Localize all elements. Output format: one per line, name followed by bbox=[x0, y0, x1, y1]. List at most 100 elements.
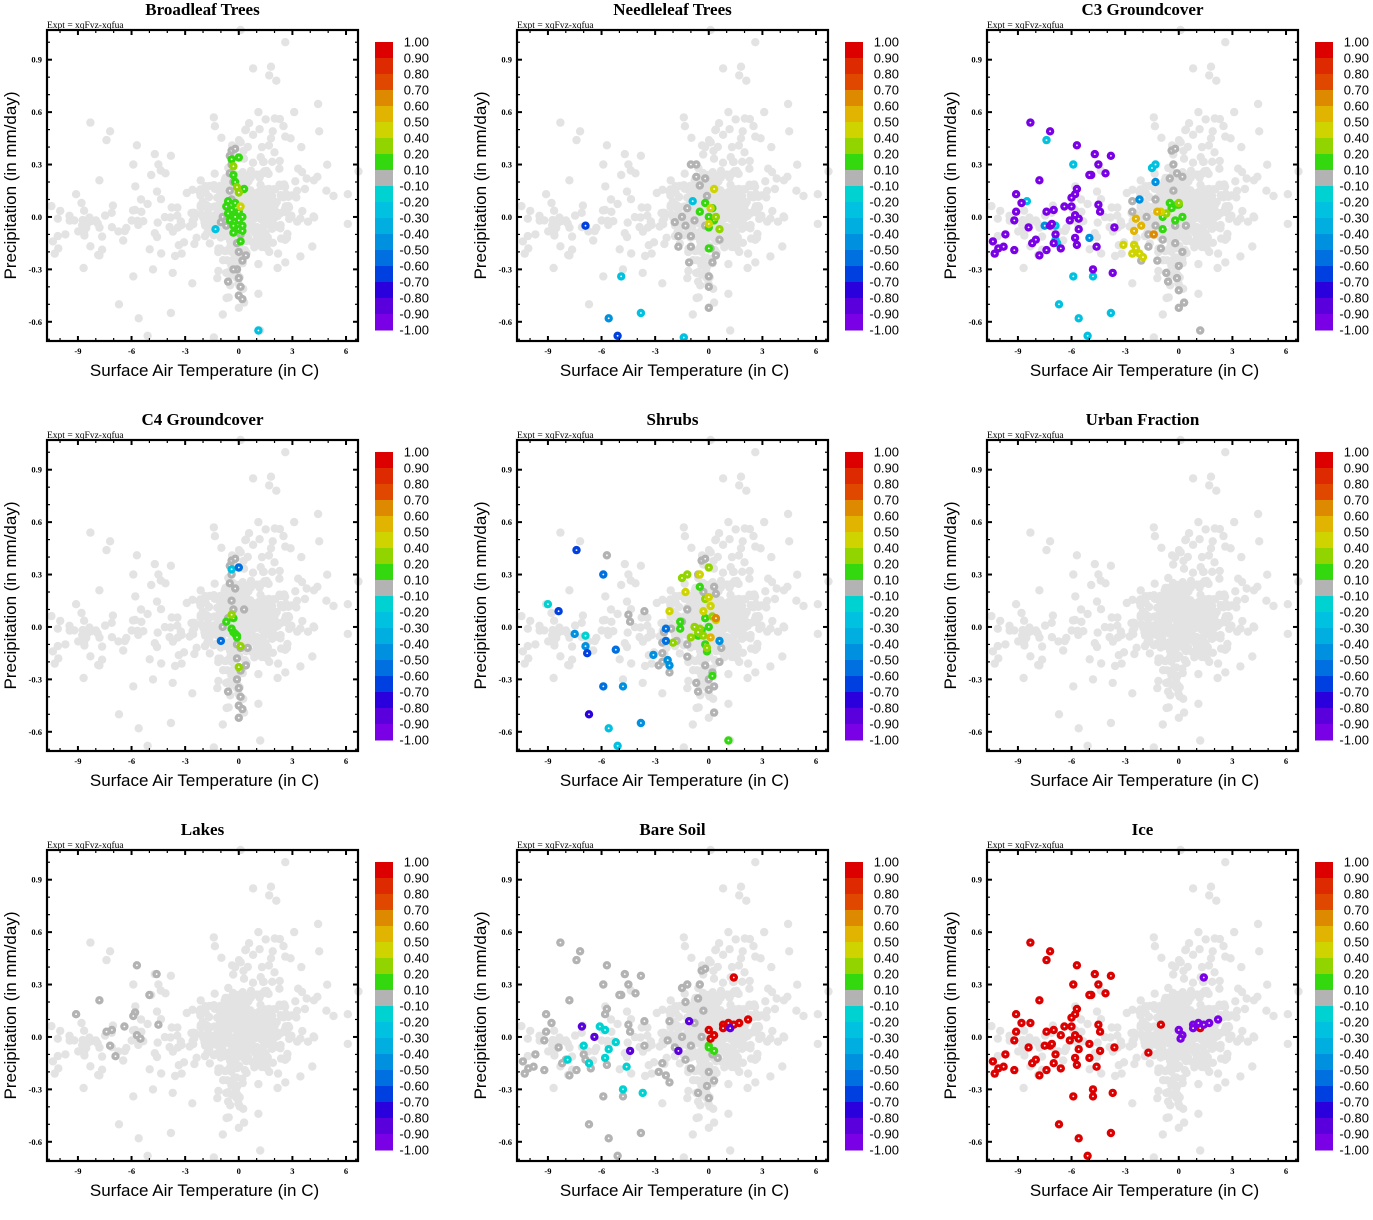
background-point bbox=[153, 187, 161, 195]
data-point-center bbox=[227, 281, 229, 283]
background-point bbox=[621, 639, 629, 647]
background-point bbox=[757, 601, 765, 609]
background-point bbox=[685, 186, 693, 194]
background-point bbox=[585, 300, 593, 308]
colorbar-label: -0.70 bbox=[399, 275, 429, 290]
background-point bbox=[265, 658, 273, 666]
background-point bbox=[72, 600, 80, 608]
background-point bbox=[684, 267, 692, 275]
background-point bbox=[698, 259, 706, 267]
data-point-center bbox=[640, 722, 642, 724]
background-point bbox=[784, 100, 792, 108]
y-tick-label: 0.3 bbox=[31, 160, 42, 170]
background-point bbox=[1207, 134, 1215, 142]
data-point-center bbox=[1165, 272, 1167, 274]
y-axis-title: Precipitation (in mm/day) bbox=[471, 501, 490, 689]
background-point bbox=[301, 595, 309, 603]
colorbar-label: -1.00 bbox=[399, 323, 429, 338]
colorbar-label: 0.60 bbox=[404, 509, 429, 524]
background-point bbox=[79, 674, 87, 682]
y-axis-title: Precipitation (in mm/day) bbox=[1, 501, 20, 689]
background-point bbox=[275, 591, 283, 599]
background-point bbox=[236, 596, 244, 604]
background-point bbox=[799, 192, 807, 200]
colorbar-label: 0.20 bbox=[874, 557, 899, 572]
background-point bbox=[681, 532, 689, 540]
background-point bbox=[323, 161, 331, 169]
background-point bbox=[675, 193, 683, 201]
data-point-center bbox=[234, 148, 236, 150]
data-point-center bbox=[1174, 242, 1176, 244]
data-point-center bbox=[719, 640, 721, 642]
background-point bbox=[1202, 115, 1210, 123]
background-point bbox=[276, 157, 284, 165]
background-point bbox=[291, 587, 299, 595]
colorbar-label: 1.00 bbox=[874, 35, 899, 50]
data-point-center bbox=[1183, 302, 1185, 304]
data-point-center bbox=[708, 286, 710, 288]
background-point bbox=[215, 186, 223, 194]
x-tick-label: 3 bbox=[290, 756, 294, 766]
data-point-center bbox=[236, 679, 238, 681]
colorbar-swatch bbox=[375, 298, 393, 315]
background-point bbox=[753, 644, 761, 652]
background-point bbox=[222, 679, 230, 687]
background-point bbox=[814, 600, 822, 608]
x-tick-label: -3 bbox=[1122, 346, 1129, 356]
data-point-center bbox=[1053, 242, 1055, 244]
background-point bbox=[733, 237, 741, 245]
colorbar-label: -0.50 bbox=[399, 243, 429, 258]
background-point bbox=[624, 628, 632, 636]
background-point bbox=[80, 638, 88, 646]
background-point bbox=[77, 199, 85, 207]
background-point bbox=[676, 182, 684, 190]
background-point bbox=[1191, 204, 1199, 212]
colorbar-label: 0.70 bbox=[874, 83, 899, 98]
background-point bbox=[133, 627, 141, 635]
background-point bbox=[725, 535, 733, 543]
background-point bbox=[746, 567, 754, 575]
background-point bbox=[719, 64, 727, 72]
background-point bbox=[1216, 157, 1224, 165]
colorbar-label: 0.40 bbox=[874, 131, 899, 146]
y-tick-label: 0.0 bbox=[971, 212, 982, 222]
background-point bbox=[603, 217, 611, 225]
colorbar-label: 0.10 bbox=[1344, 163, 1369, 178]
colorbar-swatch bbox=[375, 628, 393, 645]
background-point bbox=[263, 237, 271, 245]
background-point bbox=[814, 630, 822, 638]
background-point bbox=[1182, 125, 1190, 133]
background-point bbox=[1226, 213, 1234, 221]
data-point-center bbox=[695, 164, 697, 166]
background-point bbox=[254, 518, 262, 526]
background-point bbox=[728, 143, 736, 151]
colorbar-swatch bbox=[375, 708, 393, 725]
background-point bbox=[310, 586, 318, 594]
background-point bbox=[109, 201, 117, 209]
colorbar-label: 0.90 bbox=[874, 461, 899, 476]
background-point bbox=[281, 258, 289, 266]
background-point bbox=[265, 71, 273, 79]
background-point bbox=[756, 623, 764, 631]
colorbar-label: -0.80 bbox=[869, 701, 899, 716]
background-point bbox=[639, 679, 647, 687]
background-point bbox=[1215, 181, 1223, 189]
data-point-center bbox=[617, 745, 619, 747]
data-point-center bbox=[699, 211, 701, 213]
data-point-center bbox=[685, 591, 687, 593]
background-point bbox=[1231, 587, 1239, 595]
background-point bbox=[115, 300, 123, 308]
data-point-center bbox=[240, 286, 242, 288]
background-point bbox=[214, 677, 222, 685]
background-point bbox=[270, 148, 278, 156]
background-point bbox=[767, 143, 775, 151]
background-point bbox=[196, 191, 204, 199]
background-point bbox=[695, 703, 703, 711]
data-point-center bbox=[229, 220, 231, 222]
background-point bbox=[1203, 237, 1211, 245]
data-point-center bbox=[665, 640, 667, 642]
background-point bbox=[296, 624, 304, 632]
background-point bbox=[1181, 232, 1189, 240]
x-tick-label: 3 bbox=[1230, 346, 1234, 356]
